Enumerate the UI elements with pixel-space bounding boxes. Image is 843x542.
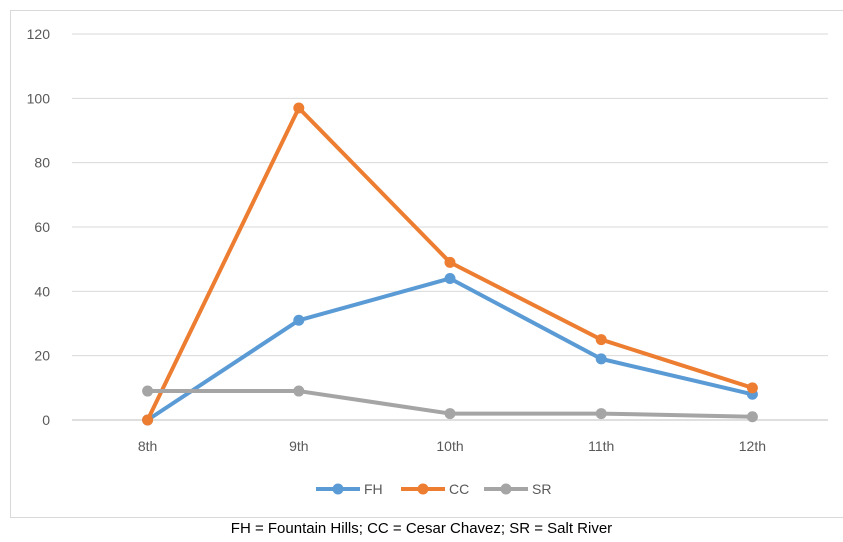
y-tick-label: 40 [34, 283, 50, 299]
y-tick-label: 100 [27, 90, 51, 106]
data-point-cc [142, 414, 154, 426]
x-tick-label: 11th [588, 438, 614, 454]
y-tick-label: 20 [34, 348, 50, 364]
data-point-sr [746, 411, 758, 423]
y-tick-label: 120 [27, 26, 51, 42]
x-tick-label: 10th [436, 438, 463, 454]
legend-label: FH [364, 481, 383, 497]
x-tick-label: 8th [138, 438, 157, 454]
x-tick-label: 9th [289, 438, 308, 454]
y-tick-label: 0 [42, 412, 50, 428]
chart-frame [10, 10, 843, 518]
line-chart: 0 20 40 60 80 100 120 8th 9th 10th 11th 12th FH CC SR [27, 26, 828, 497]
legend-label: SR [532, 481, 551, 497]
legend-swatch-marker [500, 483, 512, 495]
data-point-cc [293, 102, 305, 114]
y-tick-label: 80 [34, 155, 50, 171]
data-point-cc [444, 256, 456, 268]
data-point-fh [293, 314, 305, 326]
y-tick-label: 60 [34, 219, 50, 235]
data-point-fh [444, 272, 456, 284]
data-point-sr [293, 385, 305, 397]
data-point-sr [444, 408, 456, 420]
data-point-cc [746, 382, 758, 394]
legend-swatch-marker [417, 483, 429, 495]
chart-caption: FH = Fountain Hills; CC = Cesar Chavez; … [230, 520, 613, 537]
data-point-sr [142, 385, 154, 397]
data-point-fh [595, 353, 607, 365]
x-tick-label: 12th [739, 438, 766, 454]
data-point-sr [595, 408, 607, 420]
data-point-cc [595, 334, 607, 346]
legend-label: CC [449, 481, 469, 497]
legend-swatch-marker [332, 483, 344, 495]
series-line-fh [145, 276, 755, 422]
